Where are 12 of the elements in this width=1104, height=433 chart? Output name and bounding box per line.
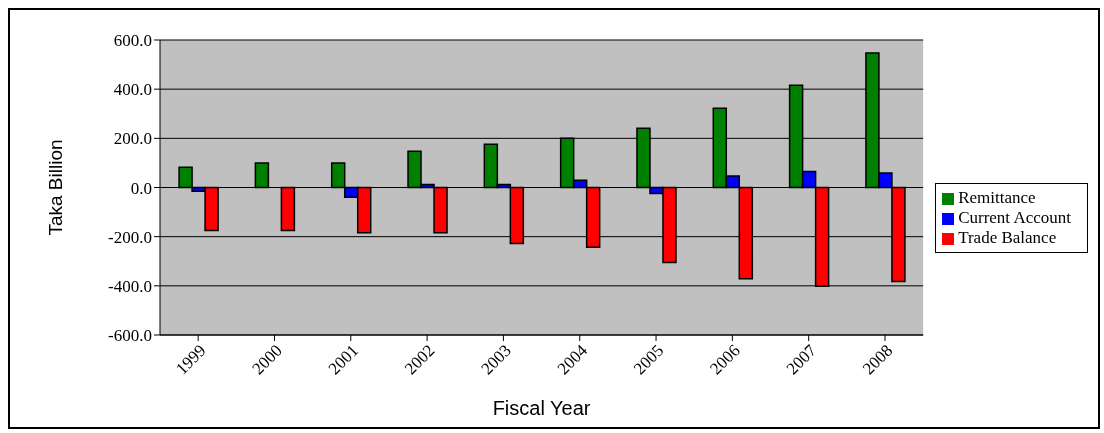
y-tick-label: 400.0 — [113, 80, 152, 100]
y-tick-label: 0.0 — [130, 178, 152, 198]
y-tick-label: -600.0 — [108, 326, 152, 346]
y-tick-label: 600.0 — [113, 31, 152, 51]
legend-label: Current Account — [958, 207, 1071, 227]
y-axis-title: Taka Billion — [44, 139, 66, 236]
y-tick-label: -400.0 — [108, 276, 152, 296]
y-tick-label: -200.0 — [108, 227, 152, 247]
x-axis-title: Fiscal Year — [492, 397, 591, 419]
legend-label: Remittance — [958, 187, 1036, 207]
y-tick-label: 200.0 — [113, 129, 152, 149]
legend-label: Trade Balance — [958, 227, 1057, 247]
